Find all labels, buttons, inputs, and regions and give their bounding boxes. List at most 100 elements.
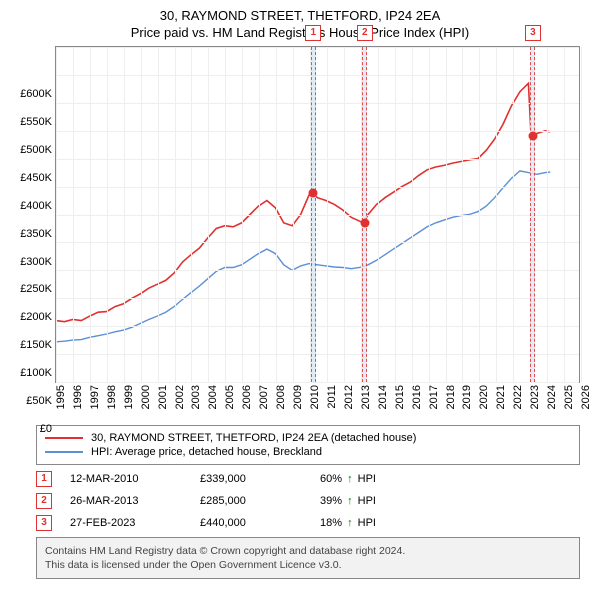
y-tick-label: £200K [20, 311, 52, 323]
gridline-vertical [462, 47, 463, 382]
chart-outer: £0£50K£100K£150K£200K£250K£300K£350K£400… [10, 46, 590, 419]
up-arrow-icon: ↑ [347, 517, 353, 529]
y-tick-label: £300K [20, 256, 52, 268]
x-tick-label: 2006 [241, 385, 253, 409]
x-tick-label: 2022 [512, 385, 524, 409]
plot-area: 123 [55, 46, 580, 383]
sale-number-box: 3 [36, 515, 52, 531]
gridline-vertical [208, 47, 209, 382]
x-tick-label: 1997 [89, 385, 101, 409]
x-tick-label: 2002 [174, 385, 186, 409]
gridline-vertical [107, 47, 108, 382]
gridline-horizontal [56, 187, 579, 188]
x-tick-label: 1998 [106, 385, 118, 409]
y-tick-label: £50K [26, 395, 52, 407]
chart-subtitle: Price paid vs. HM Land Registry's House … [10, 25, 590, 40]
gridline-horizontal [56, 75, 579, 76]
sale-marker-dot [528, 132, 537, 141]
x-tick-label: 2003 [190, 385, 202, 409]
gridline-vertical [259, 47, 260, 382]
sale-delta: 18% ↑ HPI [320, 517, 580, 529]
gridline-vertical [429, 47, 430, 382]
gridline-vertical [581, 47, 582, 382]
y-tick-label: £100K [20, 367, 52, 379]
legend-item: 30, RAYMOND STREET, THETFORD, IP24 2EA (… [45, 432, 571, 444]
x-tick-label: 1995 [55, 385, 67, 409]
gridline-vertical [124, 47, 125, 382]
x-tick-label: 2008 [275, 385, 287, 409]
gridline-vertical [56, 47, 57, 382]
y-tick-label: £600K [20, 88, 52, 100]
legend: 30, RAYMOND STREET, THETFORD, IP24 2EA (… [36, 425, 580, 465]
gridline-horizontal [56, 354, 579, 355]
chart-title: 30, RAYMOND STREET, THETFORD, IP24 2EA [10, 8, 590, 23]
gridline-vertical [479, 47, 480, 382]
gridline-vertical [513, 47, 514, 382]
gridline-vertical [276, 47, 277, 382]
gridline-horizontal [56, 103, 579, 104]
gridline-vertical [90, 47, 91, 382]
sale-price: £440,000 [200, 517, 320, 529]
gridline-horizontal [56, 326, 579, 327]
y-tick-label: £450K [20, 172, 52, 184]
gridline-vertical [446, 47, 447, 382]
x-tick-label: 2011 [326, 385, 338, 409]
legend-item: HPI: Average price, detached house, Brec… [45, 446, 571, 458]
x-tick-label: 1996 [72, 385, 84, 409]
sale-marker-dot [309, 188, 318, 197]
x-tick-label: 2012 [343, 385, 355, 409]
gridline-vertical [496, 47, 497, 382]
x-tick-label: 2015 [394, 385, 406, 409]
x-tick-label: 2016 [411, 385, 423, 409]
gridline-vertical [158, 47, 159, 382]
x-axis-labels: 1995199619971998199920002001200220032004… [55, 383, 580, 419]
x-tick-label: 2020 [478, 385, 490, 409]
gridline-vertical [225, 47, 226, 382]
gridline-vertical [242, 47, 243, 382]
gridline-vertical [141, 47, 142, 382]
sale-number-box: 1 [36, 471, 52, 487]
sale-price: £339,000 [200, 473, 320, 485]
sale-marker-number: 3 [525, 25, 541, 41]
series-line-property [56, 83, 550, 321]
sale-marker-band [530, 47, 535, 382]
y-tick-label: £250K [20, 283, 52, 295]
sale-marker-band [311, 47, 316, 382]
x-tick-label: 2025 [563, 385, 575, 409]
attribution-footer: Contains HM Land Registry data © Crown c… [36, 537, 580, 579]
y-tick-label: £400K [20, 200, 52, 212]
sale-marker-band [362, 47, 367, 382]
legend-swatch [45, 451, 83, 453]
x-tick-label: 2026 [580, 385, 592, 409]
sale-marker-number: 2 [357, 25, 373, 41]
x-tick-label: 2000 [140, 385, 152, 409]
sale-row: 226-MAR-2013£285,00039% ↑ HPI [36, 493, 580, 509]
x-tick-label: 2005 [224, 385, 236, 409]
sale-date: 12-MAR-2010 [70, 473, 200, 485]
gridline-horizontal [56, 298, 579, 299]
x-tick-label: 2013 [360, 385, 372, 409]
sale-marker-dot [360, 218, 369, 227]
x-tick-label: 2004 [207, 385, 219, 409]
gridline-horizontal [56, 131, 579, 132]
gridline-vertical [73, 47, 74, 382]
y-tick-label: £500K [20, 144, 52, 156]
gridline-horizontal [56, 270, 579, 271]
sale-delta: 60% ↑ HPI [320, 473, 580, 485]
sale-delta: 39% ↑ HPI [320, 495, 580, 507]
x-tick-label: 2007 [258, 385, 270, 409]
gridline-vertical [378, 47, 379, 382]
legend-swatch [45, 437, 83, 439]
gridline-horizontal [56, 47, 579, 48]
gridline-vertical [327, 47, 328, 382]
gridline-vertical [293, 47, 294, 382]
sale-row: 1 12-MAR-2010£339,00060% ↑ HPI [36, 471, 580, 487]
x-tick-label: 2014 [377, 385, 389, 409]
y-tick-label: £350K [20, 228, 52, 240]
sale-price: £285,000 [200, 495, 320, 507]
up-arrow-icon: ↑ [347, 495, 353, 507]
x-tick-label: 2001 [157, 385, 169, 409]
y-tick-label: £0 [40, 423, 52, 435]
gridline-vertical [395, 47, 396, 382]
legend-label: 30, RAYMOND STREET, THETFORD, IP24 2EA (… [91, 432, 416, 444]
